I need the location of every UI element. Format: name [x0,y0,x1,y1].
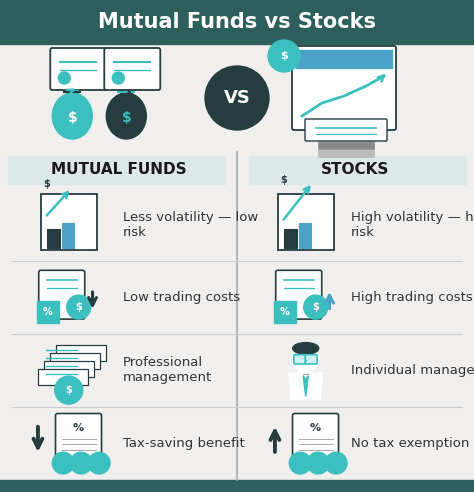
Text: %: % [73,423,84,433]
Text: High trading costs: High trading costs [351,291,473,304]
Circle shape [67,295,91,319]
Circle shape [112,72,124,84]
Bar [0,0,474,44]
FancyBboxPatch shape [55,413,101,460]
FancyBboxPatch shape [39,270,85,319]
Bar [273,301,296,323]
FancyBboxPatch shape [104,48,160,90]
Bar [284,229,297,247]
Text: Low trading costs: Low trading costs [123,291,240,304]
Text: $: $ [65,385,72,395]
Text: $: $ [312,302,319,312]
Text: $: $ [67,111,77,125]
Circle shape [205,66,269,130]
FancyBboxPatch shape [292,46,396,130]
Text: Tax-saving benefit: Tax-saving benefit [123,437,245,450]
Text: No tax exemption: No tax exemption [351,437,469,450]
Bar [8,156,225,184]
FancyBboxPatch shape [278,194,334,250]
Bar [249,156,466,184]
Text: STOCKS: STOCKS [321,162,390,178]
FancyBboxPatch shape [50,48,106,90]
Bar [77,214,89,247]
Bar [120,90,132,98]
Text: Individual management: Individual management [351,364,474,377]
Circle shape [307,452,329,474]
FancyBboxPatch shape [38,369,88,385]
Text: High volatility — high
risk: High volatility — high risk [351,211,474,239]
Circle shape [304,295,328,319]
FancyBboxPatch shape [56,345,106,361]
Polygon shape [289,373,323,399]
Bar [318,134,374,141]
Circle shape [325,452,347,474]
Text: Mutual Funds vs Stocks: Mutual Funds vs Stocks [98,12,376,32]
Circle shape [70,452,92,474]
Bar [314,214,326,247]
Text: %: % [280,307,290,317]
FancyBboxPatch shape [50,353,100,369]
Bar [299,222,311,247]
Circle shape [268,40,300,72]
Text: $: $ [280,51,288,61]
Text: —: — [302,371,309,377]
Circle shape [88,452,110,474]
Circle shape [58,72,70,84]
Text: $: $ [44,179,50,189]
Text: $: $ [75,302,82,312]
Text: %: % [310,423,321,433]
Ellipse shape [106,93,146,139]
Circle shape [52,452,74,474]
Bar [66,90,78,98]
FancyBboxPatch shape [305,119,387,141]
Polygon shape [303,376,308,397]
Bar [318,150,374,157]
FancyBboxPatch shape [41,194,97,250]
Text: MUTUAL FUNDS: MUTUAL FUNDS [51,162,186,178]
Text: VS: VS [224,89,250,107]
Text: $: $ [121,111,131,125]
Bar [0,44,474,480]
Bar [47,229,60,247]
Text: $: $ [281,175,287,184]
Bar [36,301,59,323]
Text: %: % [43,307,53,317]
FancyBboxPatch shape [305,355,317,364]
FancyBboxPatch shape [44,361,94,377]
FancyBboxPatch shape [292,413,338,460]
Text: Professional
management: Professional management [123,357,212,385]
Bar [0,480,474,492]
Ellipse shape [52,93,92,139]
Bar [296,50,392,68]
Text: Less volatility — low
risk: Less volatility — low risk [123,211,258,239]
Bar [318,142,374,149]
Circle shape [55,376,83,404]
Ellipse shape [293,342,319,354]
Bar [62,222,74,247]
FancyBboxPatch shape [294,355,306,364]
Circle shape [292,345,319,372]
FancyBboxPatch shape [276,270,322,319]
Circle shape [289,452,311,474]
